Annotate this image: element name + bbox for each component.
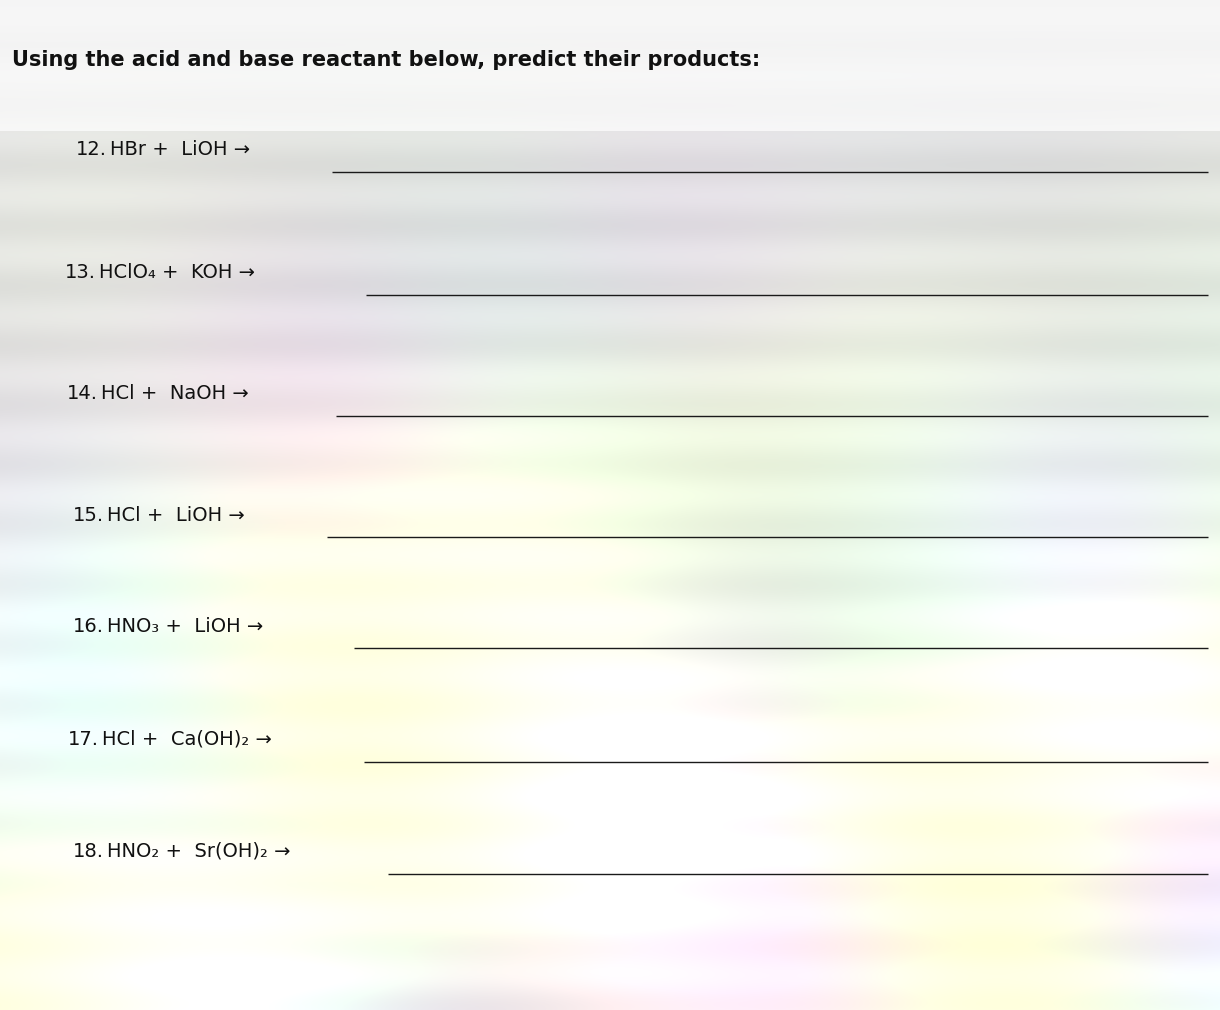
Text: HBr +  LiOH →: HBr + LiOH → — [110, 140, 250, 159]
Text: HNO₂ +  Sr(OH)₂ →: HNO₂ + Sr(OH)₂ → — [107, 842, 290, 861]
Text: 14.: 14. — [67, 385, 98, 403]
Text: HNO₃ +  LiOH →: HNO₃ + LiOH → — [107, 617, 264, 635]
Text: HCl +  NaOH →: HCl + NaOH → — [101, 385, 249, 403]
Text: 18.: 18. — [73, 842, 104, 861]
Text: HClO₄ +  KOH →: HClO₄ + KOH → — [99, 264, 255, 282]
Text: HCl +  Ca(OH)₂ →: HCl + Ca(OH)₂ → — [102, 730, 272, 748]
Text: 12.: 12. — [76, 140, 106, 159]
Text: 17.: 17. — [68, 730, 99, 748]
Text: 16.: 16. — [73, 617, 104, 635]
Text: HCl +  LiOH →: HCl + LiOH → — [107, 506, 245, 524]
Text: 15.: 15. — [73, 506, 105, 524]
Text: Using the acid and base reactant below, predict their products:: Using the acid and base reactant below, … — [12, 50, 760, 71]
Text: 13.: 13. — [65, 264, 95, 282]
